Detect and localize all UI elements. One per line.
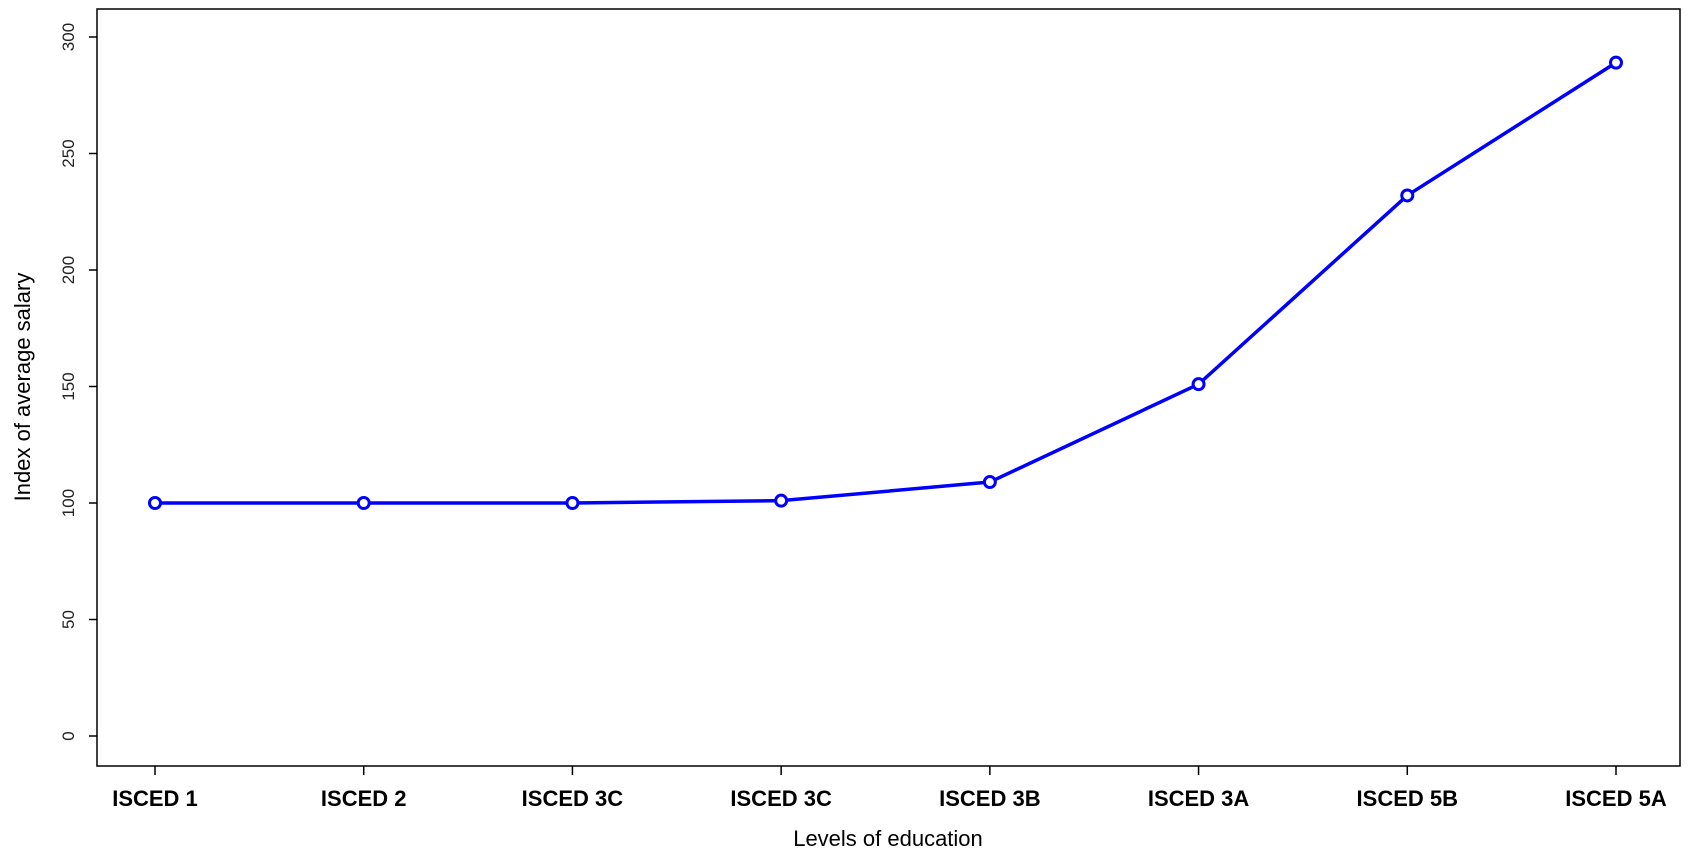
data-point: [1191, 377, 1206, 392]
y-tick-label: 250: [59, 139, 78, 167]
y-tick-label: 300: [59, 23, 78, 51]
data-point: [148, 496, 162, 510]
data-point: [356, 496, 371, 510]
y-tick-label: 0: [59, 731, 78, 740]
x-tick-label: ISCED 3A: [1148, 786, 1250, 811]
data-point: [982, 475, 997, 490]
x-tick-label: ISCED 3C: [522, 786, 624, 811]
y-axis-title: Index of average salary: [10, 273, 35, 502]
y-tick-label: 200: [59, 256, 78, 284]
x-tick-label: ISCED 5B: [1357, 786, 1458, 811]
x-tick-label: ISCED 3B: [939, 786, 1040, 811]
data-point: [1400, 188, 1415, 203]
x-axis-title: Levels of education: [793, 826, 983, 851]
x-tick-label: ISCED 1: [112, 786, 198, 811]
y-tick-label: 150: [59, 372, 78, 400]
data-point: [1609, 55, 1623, 70]
data-point: [774, 493, 789, 508]
data-points: [148, 55, 1623, 510]
x-axis: ISCED 1 ISCED 2 ISCED 3C ISCED 3C ISCED 3B IS…: [112, 766, 1667, 811]
data-point: [565, 496, 580, 510]
y-axis: 0 50 100 150 200 250 300: [59, 23, 97, 741]
x-tick-label: ISCED 2: [321, 786, 407, 811]
series-line: [155, 61, 1617, 505]
y-tick-label: 50: [59, 610, 78, 629]
plot-area: [96, 8, 1681, 767]
x-tick-label: ISCED 3C: [730, 786, 832, 811]
y-tick-label: 100: [59, 489, 78, 517]
x-tick-label: ISCED 5A: [1565, 786, 1667, 811]
